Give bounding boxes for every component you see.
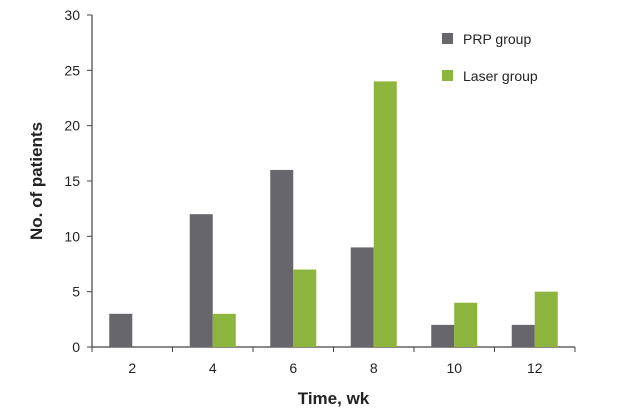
y-tick-label: 20	[64, 118, 80, 134]
x-tick-label: 8	[370, 360, 378, 376]
bar-laser-group	[212, 313, 236, 347]
y-tick-label: 5	[72, 284, 80, 300]
y-tick-label: 30	[64, 7, 80, 23]
bar-laser-group	[373, 81, 397, 348]
bar-prp-group	[431, 324, 455, 347]
legend-swatch	[442, 70, 453, 81]
y-tick-label: 0	[72, 339, 80, 355]
legend-label: PRP group	[463, 31, 531, 47]
bar-prp-group	[511, 324, 535, 347]
x-tick-label: 6	[289, 360, 297, 376]
bar-laser-group	[534, 291, 558, 347]
y-tick-label: 10	[64, 228, 80, 244]
bar-prp-group	[109, 313, 133, 347]
bar-prp-group	[189, 214, 213, 347]
bar-prp-group	[270, 169, 294, 347]
x-axis-label: Time, wk	[298, 389, 370, 408]
x-tick-label: 4	[209, 360, 217, 376]
legend-label: Laser group	[463, 68, 538, 84]
legend-swatch	[442, 33, 453, 44]
bar-prp-group	[350, 247, 374, 347]
y-tick-label: 25	[64, 62, 80, 78]
bar-laser-group	[293, 269, 317, 347]
x-tick-label: 12	[527, 360, 543, 376]
x-tick-label: 2	[128, 360, 136, 376]
y-tick-label: 15	[64, 173, 80, 189]
y-axis-label: No. of patients	[27, 122, 46, 240]
x-tick-label: 10	[446, 360, 462, 376]
bar-laser-group	[454, 302, 478, 347]
